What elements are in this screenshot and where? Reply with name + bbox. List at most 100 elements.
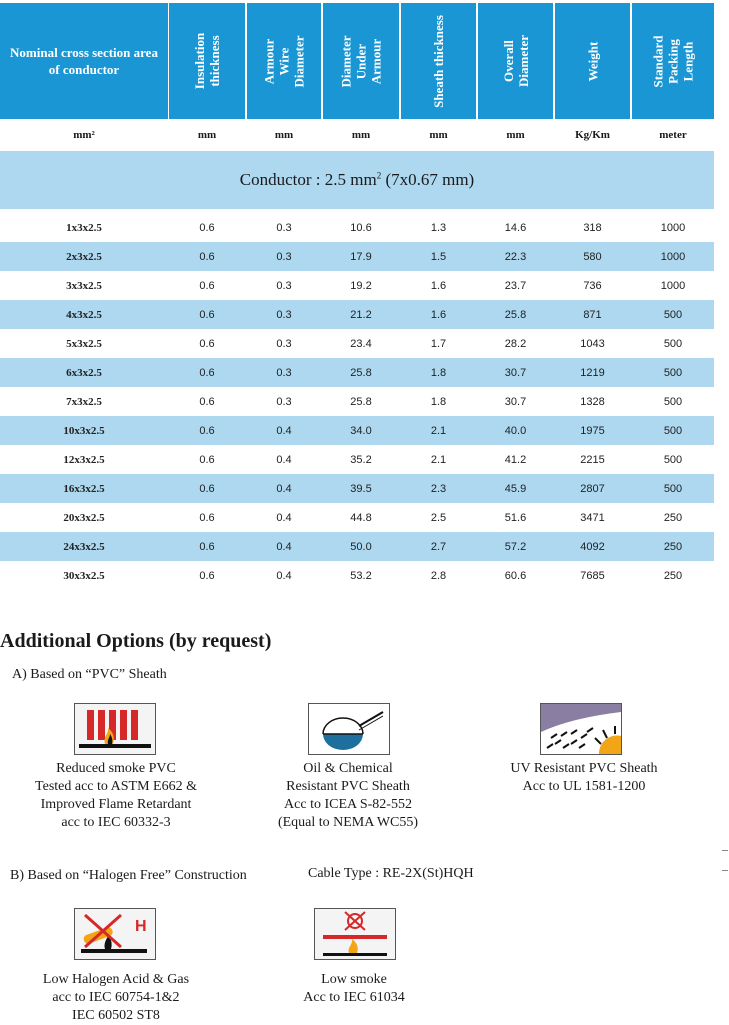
- table-cell: 41.2: [504, 453, 527, 466]
- table-cell: 1328: [580, 395, 605, 408]
- header-overall-diameter: Overall Diameter: [478, 3, 553, 119]
- table-cell: 19.2: [350, 279, 372, 292]
- table-cell: 44.8: [350, 511, 372, 524]
- table-cell: 500: [663, 453, 683, 466]
- table-cell: 2807: [580, 482, 605, 495]
- table-cell: 30.7: [504, 366, 527, 379]
- table-cell: 4092: [580, 540, 605, 553]
- row-label: 12x3x2.5: [63, 453, 105, 466]
- units-row: mm² mm mm mm mm mm Kg/Km meter: [0, 124, 714, 146]
- table-cell: 500: [663, 424, 683, 437]
- table-row: 30x3x2.5 0.6 0.4 53.2 2.8 60.6 7685 250: [0, 561, 714, 590]
- table-cell: 0.6: [199, 279, 215, 292]
- table-cell: 40.0: [504, 424, 527, 437]
- table-cell: 2.1: [430, 453, 447, 466]
- header-weight: Weight: [555, 3, 630, 119]
- table-cell: 250: [663, 511, 683, 524]
- table-row: 3x3x2.5 0.6 0.3 19.2 1.6 23.7 736 1000: [0, 271, 714, 300]
- row-label: 20x3x2.5: [63, 511, 105, 524]
- table-cell: 0.3: [276, 250, 292, 263]
- table-cell: 28.2: [504, 337, 527, 350]
- data-table: 1x3x2.5 0.6 0.3 10.6 1.3 14.6 318 1000 2x3x2.5 0.…: [0, 213, 714, 590]
- table-cell: 1000: [660, 250, 686, 263]
- low-smoke-icon: [314, 908, 396, 960]
- options-title: Additional Options (by request): [0, 630, 272, 652]
- table-cell: 0.6: [199, 337, 215, 350]
- halogen-badge: H: [135, 918, 147, 935]
- caption-oil-chemical: Oil & Chemical Resistant PVC Sheath Acc …: [277, 761, 419, 830]
- table-row: 16x3x2.5 0.6 0.4 39.5 2.3 45.9 2807 500: [0, 474, 714, 503]
- conductor-text: Conductor : 2.5 mm2 (7x0.67 mm): [239, 170, 475, 189]
- table-cell: 318: [583, 221, 602, 234]
- table-cell: 60.6: [504, 569, 527, 582]
- row-label: 16x3x2.5: [63, 482, 105, 495]
- row-label: 5x3x2.5: [66, 337, 102, 350]
- table-row: 24x3x2.5 0.6 0.4 50.0 2.7 57.2 4092 250: [0, 532, 714, 561]
- unit-label: meter: [659, 129, 687, 141]
- table-cell: 1.7: [430, 337, 447, 350]
- table-cell: 0.6: [199, 540, 215, 553]
- oil-chemical-icon: [308, 703, 390, 755]
- table-cell: 3471: [580, 511, 605, 524]
- row-label: 10x3x2.5: [63, 424, 105, 437]
- table-row: 1x3x2.5 0.6 0.3 10.6 1.3 14.6 318 1000: [0, 213, 714, 242]
- table-cell: 53.2: [350, 569, 372, 582]
- table-cell: 1.6: [430, 279, 447, 292]
- caption-reduced-smoke: Reduced smoke PVC Tested acc to ASTM E66…: [35, 761, 197, 830]
- table-cell: 0.6: [199, 511, 215, 524]
- table-cell: 39.5: [350, 482, 372, 495]
- table-cell: 34.0: [350, 424, 372, 437]
- table-cell: 1000: [660, 279, 686, 292]
- table-cell: 21.2: [350, 308, 372, 321]
- table-cell: 736: [583, 279, 602, 292]
- table-cell: 45.9: [504, 482, 527, 495]
- table-cell: 0.4: [276, 482, 292, 495]
- table-cell: 35.2: [350, 453, 372, 466]
- table-cell: 250: [663, 540, 683, 553]
- table-cell: 2.1: [430, 424, 447, 437]
- table-cell: 2.8: [430, 569, 447, 582]
- caption-low-halogen: Low Halogen Acid & Gas acc to IEC 60754-…: [42, 972, 190, 1023]
- table-row: 10x3x2.5 0.6 0.4 34.0 2.1 40.0 1975 500: [0, 416, 714, 445]
- table-cell: 0.6: [199, 482, 215, 495]
- table-cell: 0.6: [199, 395, 215, 408]
- row-label: 4x3x2.5: [66, 308, 102, 321]
- table-cell: 1043: [580, 337, 605, 350]
- unit-label: mm: [506, 129, 525, 141]
- table-cell: 2.5: [430, 511, 447, 524]
- header-diameter-under-armour: Diameter Under Armour: [323, 3, 399, 119]
- table-row: 2x3x2.5 0.6 0.3 17.9 1.5 22.3 580 1000: [0, 242, 714, 271]
- margin-mark: [722, 850, 728, 851]
- unit-label: mm: [274, 129, 294, 141]
- table-cell: 500: [663, 395, 683, 408]
- table-cell: 1000: [660, 221, 686, 234]
- header-insulation: Insulation thickness: [169, 3, 245, 119]
- header-sheath-thickness: Sheath thickness: [401, 3, 476, 119]
- unit-label: mm: [429, 129, 448, 141]
- table-cell: 0.6: [199, 250, 215, 263]
- table-cell: 2.7: [430, 540, 447, 553]
- table-row: 12x3x2.5 0.6 0.4 35.2 2.1 41.2 2215 500: [0, 445, 714, 474]
- table-cell: 0.4: [276, 424, 292, 437]
- margin-mark: [722, 870, 728, 871]
- table-cell: 25.8: [350, 395, 372, 408]
- table-cell: 0.4: [276, 453, 292, 466]
- table-cell: 0.3: [276, 366, 292, 379]
- table-cell: 14.6: [504, 221, 527, 234]
- table-cell: 500: [663, 337, 683, 350]
- unit-label: mm: [351, 129, 371, 141]
- uv-resistant-icon: [540, 703, 622, 755]
- table-cell: 0.6: [199, 424, 215, 437]
- table-cell: 500: [663, 308, 683, 321]
- table-cell: 17.9: [350, 250, 372, 263]
- row-label: 3x3x2.5: [66, 279, 102, 292]
- table-cell: 0.6: [199, 453, 215, 466]
- table-cell: 0.3: [276, 337, 292, 350]
- table-cell: 580: [583, 250, 602, 263]
- cable-type: Cable Type : RE-2X(St)HQH: [308, 866, 474, 881]
- table-cell: 50.0: [350, 540, 372, 553]
- caption-low-smoke: Low smoke Acc to IEC 61034: [303, 972, 405, 1005]
- table-cell: 1.8: [430, 366, 447, 379]
- table-cell: 22.3: [504, 250, 527, 263]
- table-row: 7x3x2.5 0.6 0.3 25.8 1.8 30.7 1328 500: [0, 387, 714, 416]
